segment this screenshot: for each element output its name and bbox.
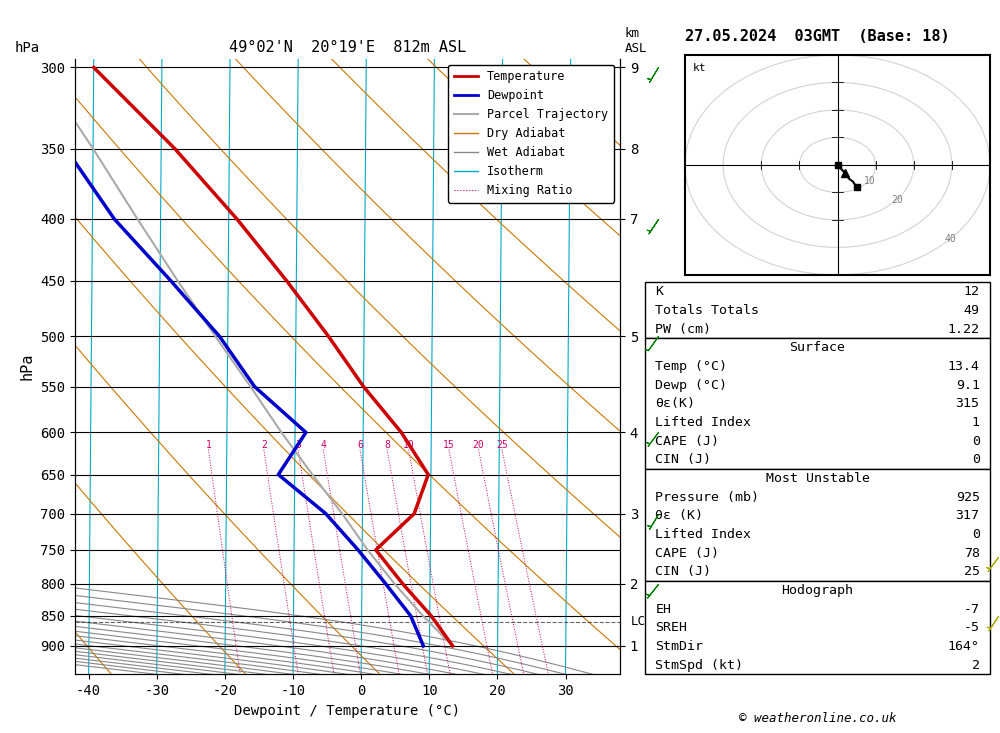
Text: 8: 8 [384,440,390,449]
Text: 4: 4 [320,440,326,449]
Text: 25: 25 [964,565,980,578]
FancyBboxPatch shape [645,282,990,338]
Text: -5: -5 [964,622,980,635]
Text: Temp (°C): Temp (°C) [655,360,727,373]
Text: Lifted Index: Lifted Index [655,528,751,541]
Text: Most Unstable: Most Unstable [766,472,870,485]
Text: -7: -7 [964,603,980,616]
Text: StmDir: StmDir [655,640,703,653]
Text: CIN (J): CIN (J) [655,565,711,578]
Text: SREH: SREH [655,622,687,635]
Text: km
ASL: km ASL [625,27,648,55]
Text: CIN (J): CIN (J) [655,454,711,466]
Text: 20: 20 [891,196,903,205]
Text: 0: 0 [972,528,980,541]
Text: 315: 315 [956,397,980,410]
Text: 925: 925 [956,491,980,504]
Text: 317: 317 [956,509,980,523]
Text: StmSpd (kt): StmSpd (kt) [655,659,743,672]
Text: 2: 2 [972,659,980,672]
Text: 2: 2 [261,440,267,449]
Text: θε (K): θε (K) [655,509,703,523]
Text: 0: 0 [972,454,980,466]
Text: 1.22: 1.22 [948,323,980,336]
FancyBboxPatch shape [645,469,990,581]
Text: CAPE (J): CAPE (J) [655,435,719,448]
Y-axis label: hPa: hPa [20,353,35,380]
Text: 25: 25 [496,440,508,449]
Text: Lifted Index: Lifted Index [655,416,751,429]
Text: 10: 10 [403,440,415,449]
Text: 1: 1 [972,416,980,429]
Legend: Temperature, Dewpoint, Parcel Trajectory, Dry Adiabat, Wet Adiabat, Isotherm, Mi: Temperature, Dewpoint, Parcel Trajectory… [448,65,614,203]
Text: 27.05.2024  03GMT  (Base: 18): 27.05.2024 03GMT (Base: 18) [685,29,950,44]
Text: 164°: 164° [948,640,980,653]
X-axis label: Dewpoint / Temperature (°C): Dewpoint / Temperature (°C) [234,704,461,718]
Text: 49: 49 [964,304,980,317]
Text: 15: 15 [443,440,455,449]
Text: K: K [655,285,663,298]
Text: PW (cm): PW (cm) [655,323,711,336]
Text: LCL: LCL [631,616,653,628]
Text: 1: 1 [206,440,211,449]
Text: Surface: Surface [790,342,846,354]
Text: Hodograph: Hodograph [782,584,854,597]
Text: CAPE (J): CAPE (J) [655,547,719,560]
Text: 6: 6 [357,440,363,449]
Text: Pressure (mb): Pressure (mb) [655,491,759,504]
Text: θε(K): θε(K) [655,397,695,410]
Text: 10: 10 [864,176,876,186]
Text: hPa: hPa [15,41,40,55]
Text: EH: EH [655,603,671,616]
Text: Totals Totals: Totals Totals [655,304,759,317]
Text: 20: 20 [473,440,484,449]
Y-axis label: Mixing Ratio (g/kg): Mixing Ratio (g/kg) [649,295,662,438]
FancyBboxPatch shape [645,581,990,674]
Title: 49°02'N  20°19'E  812m ASL: 49°02'N 20°19'E 812m ASL [229,40,466,55]
Text: 12: 12 [964,285,980,298]
Text: 0: 0 [972,435,980,448]
Text: 9.1: 9.1 [956,379,980,391]
FancyBboxPatch shape [645,338,990,469]
Text: kt: kt [693,64,706,73]
Text: Dewp (°C): Dewp (°C) [655,379,727,391]
Text: © weatheronline.co.uk: © weatheronline.co.uk [739,712,896,725]
Text: 3: 3 [295,440,301,449]
Text: 13.4: 13.4 [948,360,980,373]
Text: 40: 40 [944,234,956,244]
Text: 78: 78 [964,547,980,560]
